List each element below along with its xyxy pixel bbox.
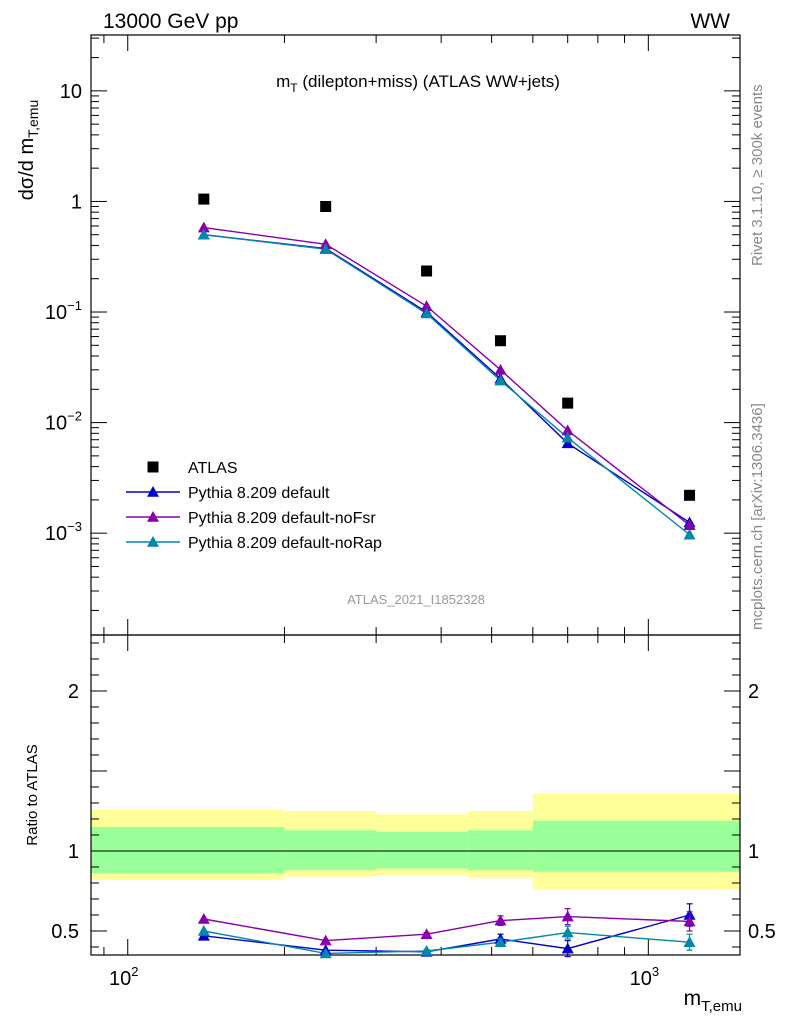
data-point <box>494 335 506 347</box>
data-point <box>320 200 332 212</box>
mcplots-label: mcplots.cern.ch [arXiv:1306.3436] <box>749 403 766 630</box>
legend-marker <box>147 486 159 497</box>
ratio-series-point <box>561 942 574 954</box>
ratio-series-point <box>683 936 696 947</box>
y-tick-label: 10−1 <box>45 298 82 324</box>
data-point <box>421 265 433 277</box>
series-point <box>420 300 433 311</box>
ratio-series-line <box>203 914 690 953</box>
series-point <box>561 437 574 449</box>
stat-uncertainty-band <box>467 830 533 871</box>
ratio-panel: Ratio to ATLAS mT,emu 2 2 1 1 0.5 0.5 102 103 <box>24 634 776 1015</box>
ratio-y-tick-label: 2 <box>68 681 79 703</box>
ratio-xlabel: mT,emu <box>684 987 742 1015</box>
main-ylabel: dσ/d mT,emu <box>16 100 41 201</box>
main-marks <box>197 193 696 540</box>
y-tick-label: 10−2 <box>45 409 82 435</box>
series-point <box>420 307 433 319</box>
ratio-y-tick-label-right: 0.5 <box>748 921 776 943</box>
series-point <box>197 221 210 233</box>
legend-marker <box>147 511 159 522</box>
legend-label: ATLAS <box>188 460 238 477</box>
data-point <box>684 489 696 501</box>
ratio-series-point <box>319 947 332 959</box>
stat-uncertainty-band <box>376 831 468 869</box>
main-panel: mT (dilepton+miss) (ATLAS WW+jets) dσ/d … <box>16 34 741 636</box>
ratio-series-line <box>203 930 690 955</box>
ratio-y-tick-label: 1 <box>68 841 79 863</box>
legend-label: Pythia 8.209 default <box>188 485 330 502</box>
legend: ATLAS Pythia 8.209 default Pythia 8.209 de… <box>126 460 382 552</box>
series-point <box>683 528 696 540</box>
series-line <box>203 226 690 526</box>
legend-marker <box>147 536 159 547</box>
series-line <box>203 234 690 524</box>
ratio-frame <box>90 634 741 956</box>
ratio-y-ticks: 2 2 1 1 0.5 0.5 <box>51 642 776 948</box>
stat-uncertainty-band <box>91 827 285 874</box>
x-tick-label: 102 <box>109 964 138 990</box>
data-point <box>562 397 574 409</box>
series-line <box>203 234 690 536</box>
ratio-series-point <box>683 915 696 927</box>
series-point <box>494 374 507 386</box>
series-point <box>319 243 332 254</box>
ratio-series-point <box>319 934 332 946</box>
series-point <box>561 424 574 436</box>
main-x-ticks <box>103 35 649 635</box>
ratio-series-point <box>561 910 574 922</box>
stat-uncertainty-band <box>284 830 377 871</box>
ratio-bands <box>91 793 740 890</box>
ratio-series-point <box>420 945 433 956</box>
data-point <box>198 193 210 205</box>
energy-label: 13000 GeV pp <box>103 10 238 33</box>
ratio-y-tick-label-right: 1 <box>748 841 759 863</box>
series-point <box>197 228 210 240</box>
ratio-series-point <box>494 936 507 947</box>
ratio-series-point <box>561 926 574 938</box>
ratio-y-tick-label-right: 2 <box>748 681 759 703</box>
ratio-ylabel: Ratio to ATLAS <box>24 744 41 845</box>
ratio-marks <box>197 903 696 959</box>
legend-marker <box>147 461 159 473</box>
main-y-ticks: 10 1 10−1 10−2 10−3 <box>45 37 740 611</box>
ratio-y-tick-label: 0.5 <box>51 921 79 943</box>
legend-label: Pythia 8.209 default-noFsr <box>188 510 376 527</box>
ratio-series-point <box>197 913 210 924</box>
x-tick-label: 103 <box>630 964 659 990</box>
process-label: WW <box>690 10 730 33</box>
y-tick-label: 10 <box>60 81 82 103</box>
main-title: mT (dilepton+miss) (ATLAS WW+jets) <box>276 72 560 95</box>
analysis-id: ATLAS_2021_I1852328 <box>347 592 485 607</box>
legend-label: Pythia 8.209 default-noRap <box>188 535 382 552</box>
ratio-series-line <box>203 915 690 942</box>
y-tick-label: 10−3 <box>45 519 82 545</box>
ratio-series-point <box>197 925 210 936</box>
y-tick-label: 1 <box>71 191 82 213</box>
series-point <box>683 519 696 531</box>
rivet-label: Rivet 3.1.10, ≥ 300k events <box>749 84 766 266</box>
stat-uncertainty-band <box>532 820 740 872</box>
series-point <box>561 431 574 443</box>
ratio-series-point <box>494 914 507 926</box>
series-point <box>494 363 507 375</box>
ratio-series-point <box>420 928 433 939</box>
